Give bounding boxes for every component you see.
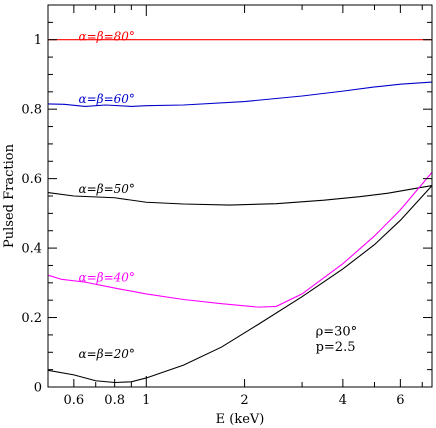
curves-layer xyxy=(47,39,433,384)
y-tick-label: 0.2 xyxy=(21,311,42,326)
annotation-rho: ρ=30° xyxy=(316,324,358,339)
y-tick-label: 0.8 xyxy=(21,103,42,118)
series-line-4 xyxy=(47,185,433,384)
series-label-2: α=β=50° xyxy=(79,182,135,196)
curve-labels-layer: α=β=80° α=β=60° α=β=50° α=β=40° α=β=20° xyxy=(79,29,135,361)
y-tick-label: 0.6 xyxy=(21,172,42,187)
x-tick-label: 1 xyxy=(142,393,150,408)
series-label-1: α=β=60° xyxy=(79,92,135,106)
x-tick-label: 4 xyxy=(339,393,347,408)
series-label-0: α=β=80° xyxy=(79,29,135,43)
series-label-4: α=β=20° xyxy=(79,347,135,361)
y-tick-label: 1 xyxy=(34,33,42,48)
x-tick-label: 2 xyxy=(240,393,248,408)
plot-frame xyxy=(47,4,433,388)
y-tick-label: 0.4 xyxy=(21,242,42,257)
y-tick-label: 0 xyxy=(34,381,42,396)
series-label-3: α=β=40° xyxy=(79,271,135,285)
ticks-layer: 0 0.2 0.4 0.6 0.8 1 0.6 0.8 1 2 4 6 xyxy=(21,4,432,408)
x-tick-label: 6 xyxy=(396,393,404,408)
series-line-1 xyxy=(47,81,433,107)
x-tick-label: 0.6 xyxy=(64,393,85,408)
annotation-p: p=2.5 xyxy=(316,340,356,355)
x-axis-label: E (keV) xyxy=(216,412,265,427)
x-tick-label: 0.8 xyxy=(104,393,125,408)
series-line-3 xyxy=(47,172,433,308)
y-axis-label: Pulsed Fraction xyxy=(2,143,17,248)
series-line-2 xyxy=(47,185,433,206)
